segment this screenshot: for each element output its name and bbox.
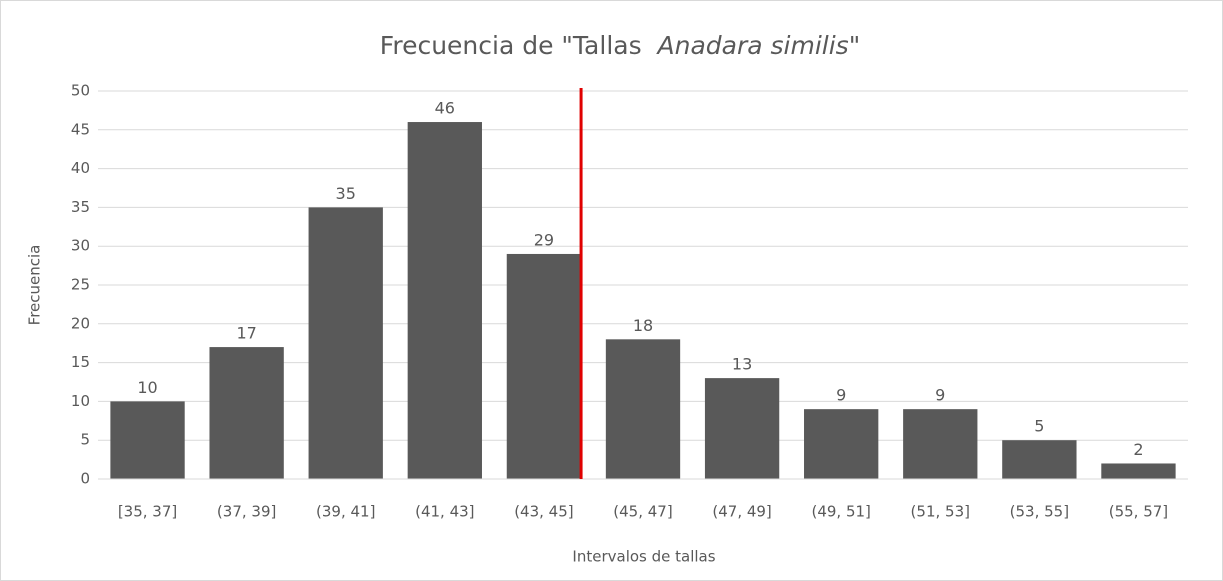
data-label: 9 [935,386,945,405]
data-label: 13 [732,355,752,374]
x-tick-label: (53, 55] [1010,503,1069,521]
chart-title: Frecuencia de "Tallas Anadara similis" [380,31,860,60]
y-tick-label: 35 [71,198,90,216]
y-tick-label: 5 [80,431,90,449]
y-tick-label: 30 [71,237,90,255]
data-label: 9 [836,386,846,405]
bar [506,253,582,479]
data-label: 46 [435,99,455,118]
data-label: 10 [137,378,157,397]
x-tick-label: [35, 37] [118,503,177,521]
y-tick-label: 15 [71,353,90,371]
data-label: 17 [236,324,256,343]
y-tick-label: 45 [71,120,90,138]
bar [209,347,284,479]
x-tick-label: (41, 43] [415,503,474,521]
bar [308,207,383,479]
title-italic: Anadara similis [656,31,849,60]
title-part: " [849,31,861,60]
x-axis-title: Intervalos de tallas [572,548,715,566]
x-tick-label: (45, 47] [613,503,672,521]
y-tick-label: 20 [71,314,90,332]
bar [1002,440,1077,479]
bar [605,339,681,479]
data-label: 2 [1133,440,1143,459]
data-label: 5 [1034,417,1044,436]
x-tick-label: (55, 57] [1109,503,1168,521]
bar [804,409,879,479]
y-tick-label: 40 [71,159,90,177]
bar [903,409,978,479]
x-tick-label: (37, 39] [217,503,276,521]
x-tick-label: (43, 45] [514,503,573,521]
data-label: 29 [534,230,554,249]
bar [407,122,482,479]
bar [110,401,185,479]
bar [1101,463,1176,479]
y-tick-label: 25 [71,276,90,294]
y-tick-label: 10 [71,392,90,410]
x-tick-label: (49, 51] [811,503,870,521]
data-label: 35 [336,184,356,203]
title-part: Frecuencia de "Tallas [380,31,658,60]
y-axis-title: Frecuencia [26,245,44,326]
x-tick-label: (51, 53] [911,503,970,521]
y-tick-label: 0 [80,470,90,488]
x-tick-label: (39, 41] [316,503,375,521]
x-tick-label: (47, 49] [712,503,771,521]
data-label: 18 [633,316,653,335]
y-tick-label: 50 [71,82,90,100]
bar [704,378,780,479]
